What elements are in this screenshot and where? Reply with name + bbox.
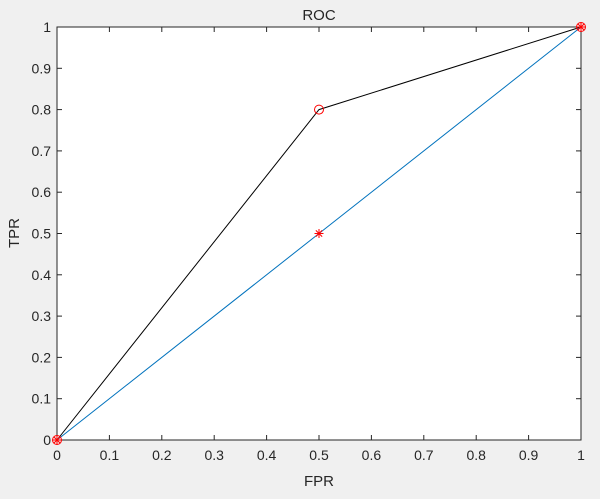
y-tick-label: 1	[43, 19, 51, 35]
x-tick-label: 0.1	[100, 447, 120, 463]
y-tick-label: 0.8	[32, 102, 52, 118]
x-tick-label: 1	[577, 447, 585, 463]
y-tick-label: 0.9	[32, 60, 52, 76]
y-tick-label: 0.1	[32, 391, 52, 407]
y-tick-label: 0.5	[32, 226, 52, 242]
x-axis-label: FPR	[304, 473, 334, 490]
star-marker	[576, 22, 586, 32]
x-tick-label: 0.2	[152, 447, 172, 463]
star-marker	[314, 229, 324, 238]
x-tick-label: 0.7	[414, 447, 434, 463]
x-tick-label: 0	[53, 447, 61, 463]
y-axis-label: TPR	[6, 218, 23, 248]
y-tick-label: 0.3	[32, 308, 52, 324]
x-tick-label: 0.6	[362, 447, 382, 463]
y-tick-label: 0	[43, 432, 51, 448]
x-tick-label: 0.3	[204, 447, 224, 463]
circle-marker	[314, 104, 324, 115]
x-tick-label: 0.5	[309, 447, 329, 463]
y-tick-label: 0.2	[32, 349, 52, 365]
x-tick-label: 0.9	[519, 447, 539, 463]
star-marker	[52, 435, 62, 445]
series-line-0	[56, 26, 582, 441]
y-tick-label: 0.6	[32, 184, 52, 200]
x-tick-label: 0.4	[257, 447, 277, 463]
y-tick-label: 0.7	[32, 143, 52, 159]
x-tick-label: 0.8	[466, 447, 486, 463]
chart-title: ROC	[302, 7, 336, 24]
y-tick-label: 0.4	[32, 267, 52, 283]
